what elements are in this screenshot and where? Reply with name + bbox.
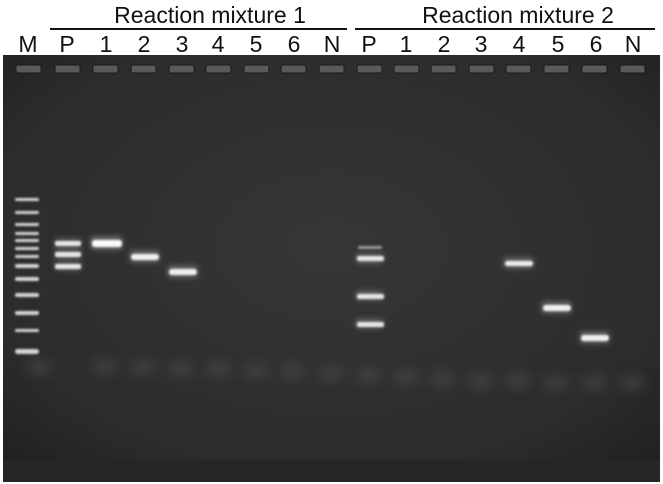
lane-label-m: M	[18, 31, 38, 57]
ladder-band-11	[15, 311, 39, 315]
well-6-mix1	[280, 64, 307, 74]
lane-label-p1: P	[59, 31, 75, 57]
lane-6-mix2-bands	[580, 332, 609, 343]
band-p1-b	[55, 252, 81, 257]
band-p1-c	[55, 264, 81, 269]
well-4-mix1	[205, 64, 232, 74]
band-4-mix2	[505, 261, 533, 266]
gel-image	[3, 55, 660, 482]
gel-bottom-edge	[3, 460, 660, 482]
lane-label-n1: N	[323, 31, 341, 57]
group-underline-2	[355, 28, 655, 30]
ladder-band-7	[15, 255, 39, 258]
band-p2-faint	[358, 246, 382, 249]
well-3-mix2	[468, 64, 495, 74]
band-1-mix1	[92, 240, 122, 247]
lane-label-4-mix2: 4	[512, 31, 526, 57]
lane-4-mix2-bands	[504, 258, 533, 268]
group-title-reaction-mixture-1: Reaction mixture 1	[114, 2, 306, 28]
ladder-band-13	[15, 349, 39, 354]
lane-p1-bands	[55, 239, 81, 270]
lane-p2-bands	[356, 246, 384, 328]
lane-label-6-mix1: 6	[287, 31, 301, 57]
band-p1-a	[55, 241, 81, 246]
well-1-mix2	[393, 64, 420, 74]
lane-label-2-mix2: 2	[437, 31, 451, 57]
lane-label-5-mix2: 5	[551, 31, 565, 57]
lane-2-mix1-bands	[130, 251, 159, 262]
lane-label-1-mix1: 1	[99, 31, 113, 57]
lane-label-3-mix1: 3	[175, 31, 189, 57]
gel-background	[3, 55, 660, 482]
ladder-band-1	[15, 198, 39, 201]
well-p2	[356, 64, 383, 74]
well-1-mix1	[92, 64, 119, 74]
band-p2-b	[357, 294, 384, 299]
ladder-band-5	[15, 239, 39, 242]
well-n1	[318, 64, 345, 74]
ladder-band-3	[15, 223, 39, 226]
well-3-mix1	[168, 64, 195, 74]
ladder-band-2	[15, 211, 39, 214]
lane-label-p2: P	[361, 31, 377, 57]
well-6-mix2	[581, 64, 608, 74]
band-6-mix2	[581, 335, 609, 341]
gel-svg	[3, 55, 660, 482]
lane-3-mix1-bands	[168, 266, 197, 277]
ladder-band-10	[15, 293, 39, 297]
lane-label-3-mix2: 3	[474, 31, 488, 57]
lane-label-2-mix1: 2	[137, 31, 151, 57]
well-2-mix1	[130, 64, 157, 74]
ladder-band-6	[15, 247, 39, 250]
well-n2	[619, 64, 646, 74]
band-5-mix2	[543, 305, 571, 311]
ladder-lane-m	[15, 198, 39, 354]
ladder-band-8	[15, 264, 39, 268]
well-p1	[54, 64, 81, 74]
band-p2-c	[357, 322, 384, 327]
group-title-reaction-mixture-2: Reaction mixture 2	[422, 2, 614, 28]
lane-5-mix2-bands	[542, 302, 571, 313]
gel-header: Reaction mixture 1 Reaction mixture 2 M …	[0, 0, 663, 58]
lane-label-n2: N	[624, 31, 642, 57]
band-3-mix1	[169, 269, 197, 275]
primer-haze	[27, 361, 644, 389]
ladder-band-4	[15, 232, 39, 235]
wells	[15, 64, 646, 74]
lane-label-4-mix1: 4	[211, 31, 225, 57]
band-p2-a	[357, 256, 384, 261]
group-underline-1	[50, 28, 347, 30]
lane-1-mix1-bands	[91, 237, 122, 249]
well-2-mix2	[430, 64, 457, 74]
ladder-band-9	[15, 277, 39, 281]
band-2-mix1	[131, 254, 159, 260]
well-5-mix1	[243, 64, 270, 74]
well-m	[15, 64, 42, 74]
lane-label-6-mix2: 6	[589, 31, 603, 57]
well-5-mix2	[543, 64, 570, 74]
lane-label-5-mix1: 5	[249, 31, 263, 57]
ladder-band-12	[15, 329, 39, 332]
well-4-mix2	[505, 64, 532, 74]
lane-label-1-mix2: 1	[399, 31, 413, 57]
